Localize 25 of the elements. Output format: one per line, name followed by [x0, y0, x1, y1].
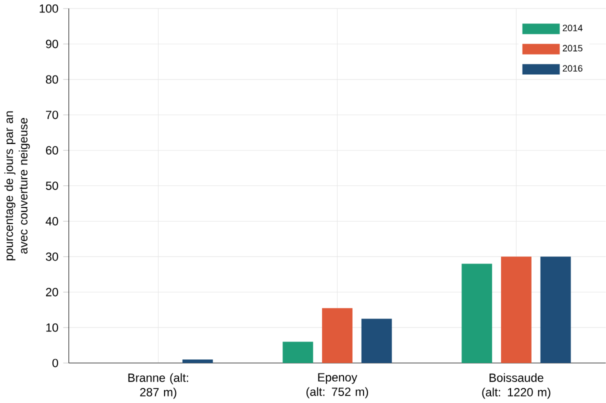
y-tick-label: 10	[46, 323, 58, 332]
y-tick-label: 20	[46, 288, 58, 296]
bar	[540, 256, 571, 363]
bar	[462, 264, 492, 363]
y-tick-label: 70	[46, 110, 58, 120]
y-tick-label: 100	[40, 4, 58, 13]
bar	[501, 256, 532, 363]
legend-label: 2016	[562, 65, 582, 72]
bar	[282, 342, 314, 363]
y-tick-label: 90	[46, 40, 58, 48]
legend-label: 2015	[562, 44, 582, 52]
y-tick-label: 80	[46, 75, 58, 84]
y-tick-label: 50	[46, 182, 58, 190]
y-tick-label: 40	[46, 217, 58, 226]
y-tick-label: 0	[52, 358, 58, 368]
x-tick-label: Branne (alt: 287 m)	[128, 373, 188, 399]
y-tick-label: 30	[46, 252, 58, 261]
bar	[182, 359, 213, 363]
legend-label: 2014	[562, 24, 583, 32]
y-tick-label: 60	[46, 146, 58, 154]
x-tick-label: Boissaude (alt: 1220 m)	[482, 373, 550, 399]
y-axis-title: pourcentage de jours par an avec couverture neigeuse	[4, 111, 30, 260]
bar	[322, 308, 352, 363]
x-tick-label: Epenoy (alt: 752 m)	[306, 373, 368, 398]
bar	[361, 318, 392, 363]
